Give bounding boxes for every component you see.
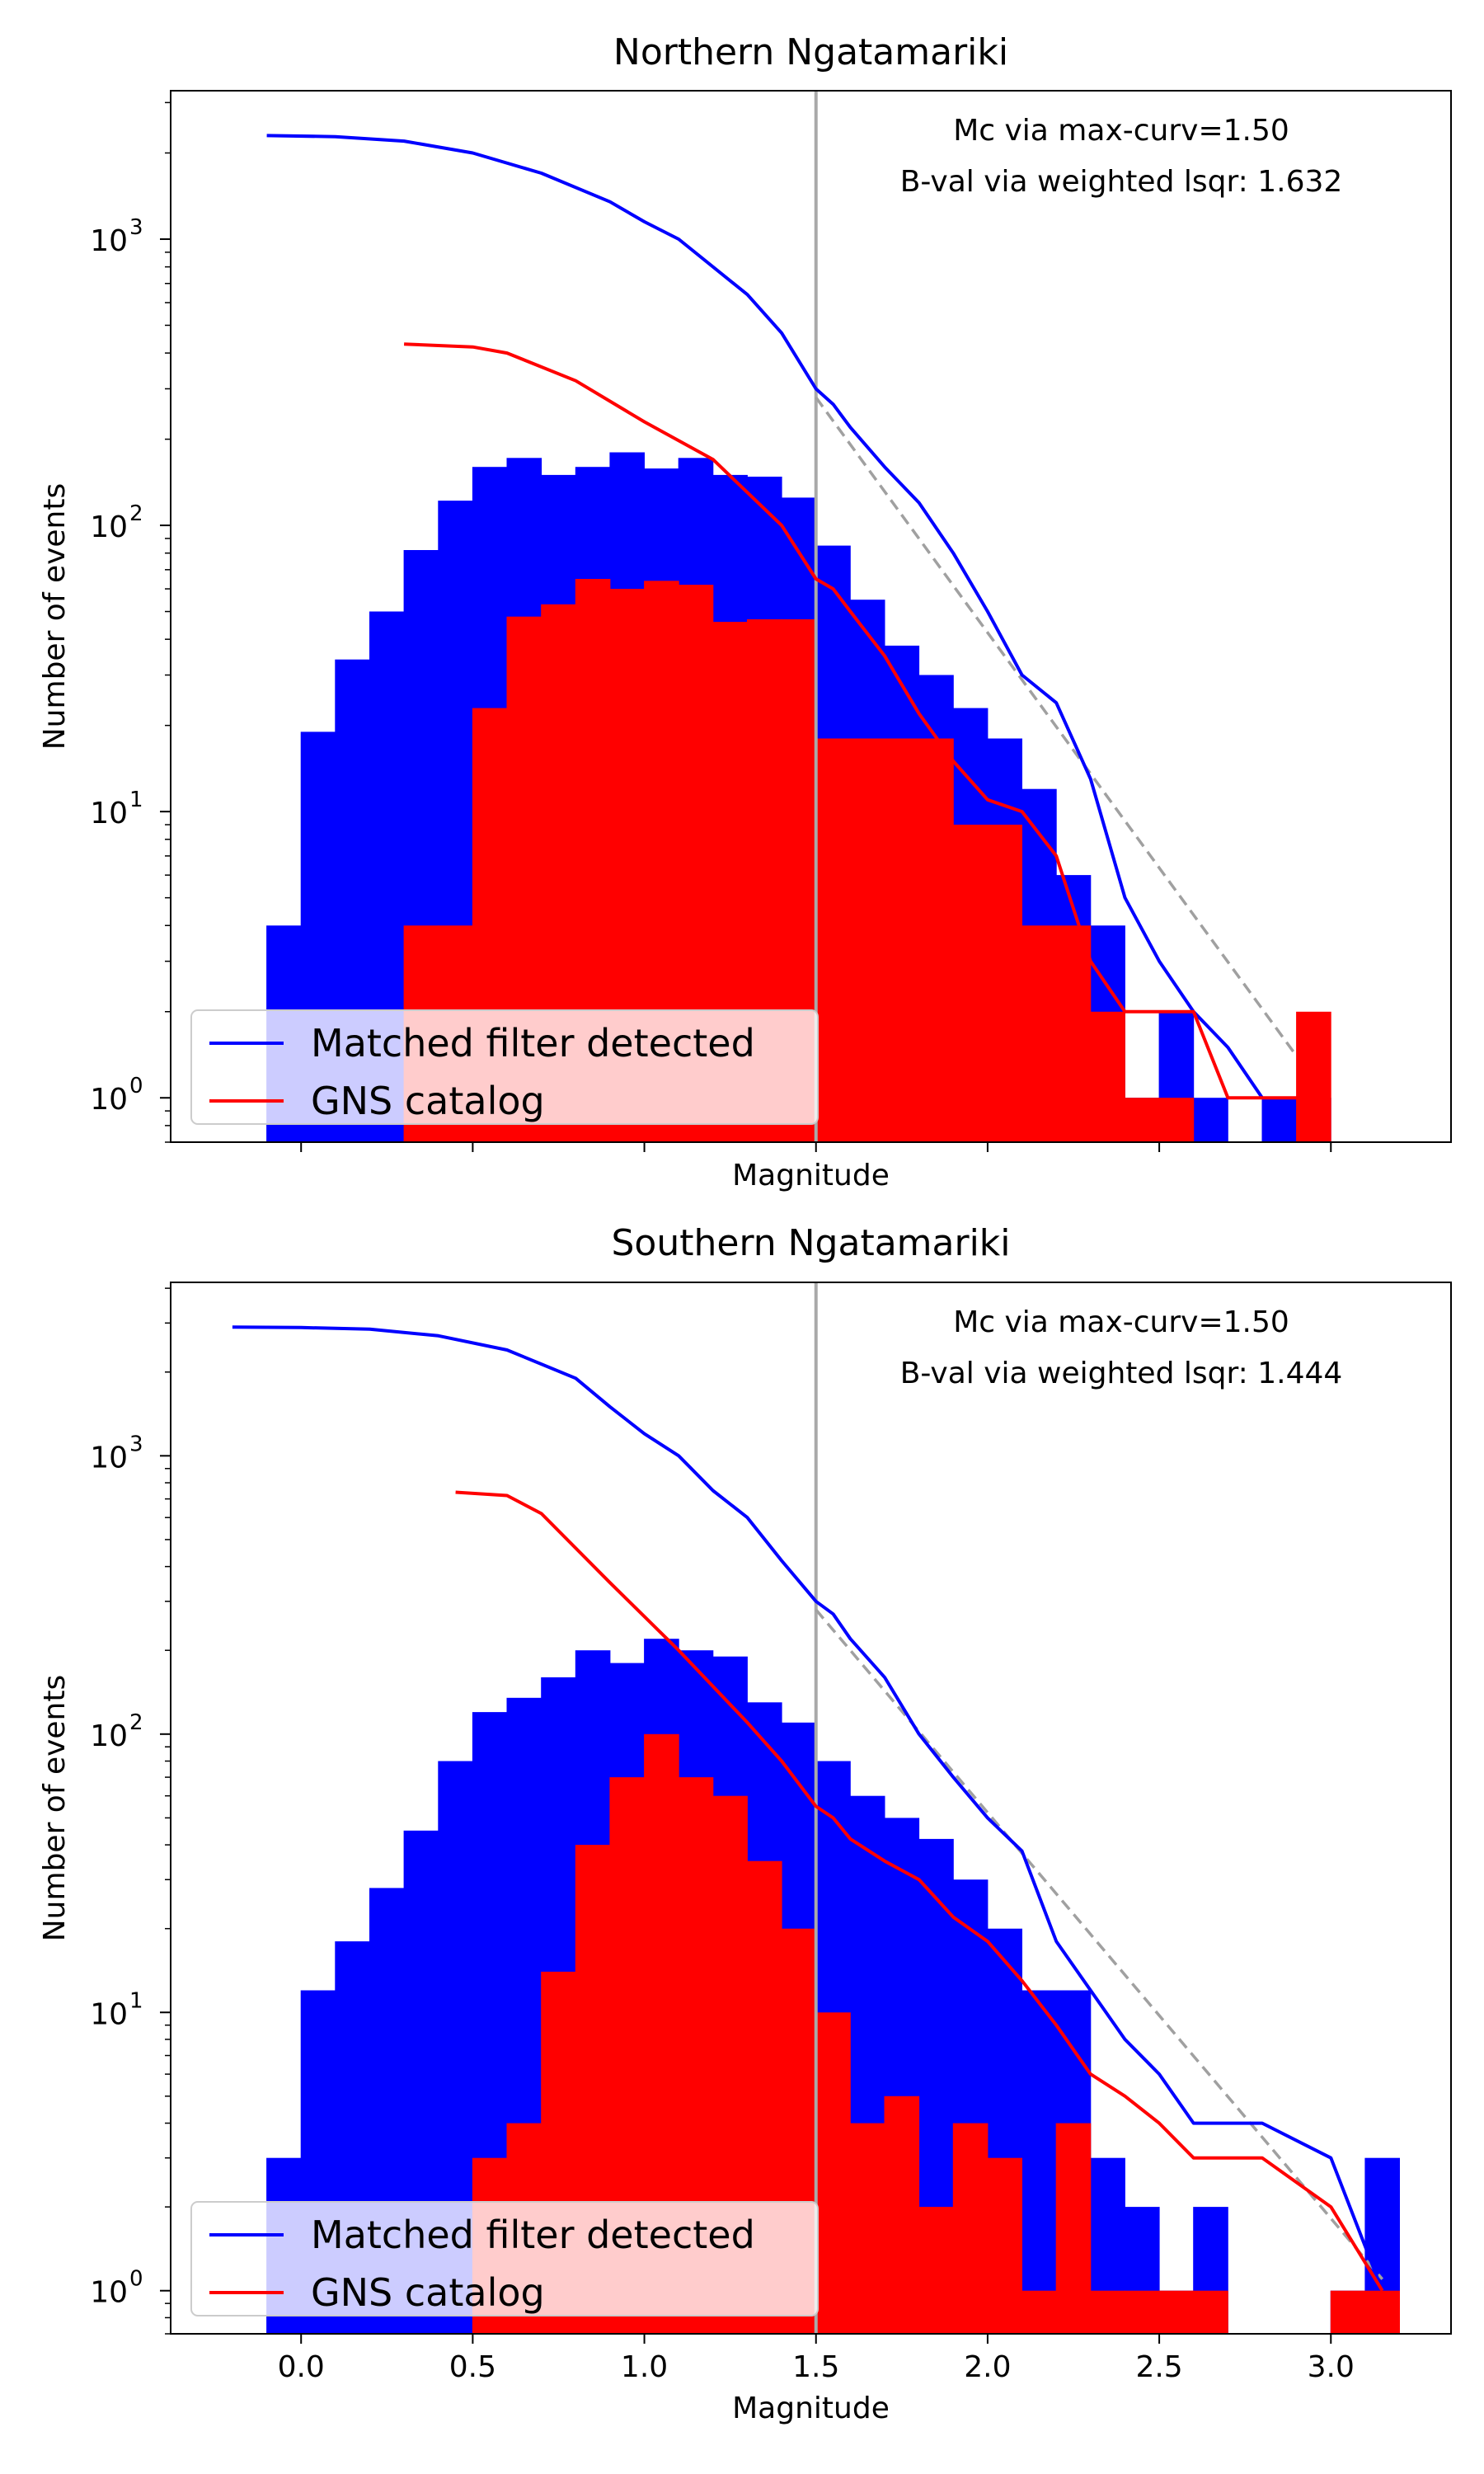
legend-label-1: GNS catalog — [311, 1079, 545, 1123]
y-tick-label-exponent: 3 — [129, 1432, 143, 1456]
cumulative-line-3 — [404, 342, 1297, 1100]
histogram-bar-0-22 — [1021, 1990, 1057, 2334]
histogram-bar-1-21 — [1193, 2290, 1228, 2334]
annotation-text: Mc via max-curv=1.50 — [953, 1305, 1289, 1339]
histogram-bar-1-13 — [918, 2207, 954, 2334]
fit-line — [815, 396, 1298, 1057]
chart-title: Southern Ngatamariki — [612, 1222, 1011, 1264]
x-tick-label: 2.5 — [1135, 2350, 1182, 2384]
cumulative-line-3 — [455, 1490, 1384, 2292]
y-tick-label-exponent: 3 — [129, 215, 143, 240]
histogram-bar-1-13 — [849, 738, 885, 1142]
histogram-bar-1-16 — [952, 825, 989, 1142]
histogram-bar-0-27 — [1193, 1098, 1228, 1142]
histogram-bar-1-12 — [884, 2095, 920, 2334]
annotation-text: B-val via weighted lsqr: 1.632 — [900, 165, 1343, 199]
chart-title: Northern Ngatamariki — [613, 31, 1008, 73]
x-tick-label: 3.0 — [1308, 2350, 1355, 2384]
legend-box — [190, 2201, 819, 2316]
legend: Matched filter detected GNS catalog — [190, 2201, 819, 2316]
legend: Matched filter detected GNS catalog — [190, 1009, 819, 1125]
histogram-bar-1-10 — [815, 2012, 851, 2334]
plot-area — [266, 91, 1331, 1142]
histogram-bar-1-17 — [1055, 2123, 1092, 2334]
annotation-text: Mc via max-curv=1.50 — [953, 114, 1289, 148]
histogram-bar-1-14 — [884, 738, 920, 1142]
x-tick-label: 1.0 — [621, 2350, 668, 2384]
histogram-bar-1-23 — [1296, 1011, 1331, 1142]
histogram-bar-1-11 — [849, 2123, 885, 2334]
plot-frame — [170, 90, 1452, 1143]
legend-box — [190, 1009, 819, 1125]
histogram-bar-1-15 — [987, 2157, 1022, 2334]
x-tick-label: 2.0 — [964, 2350, 1011, 2384]
histogram-bar-1-19 — [1125, 2290, 1160, 2334]
y-tick-label-exponent: 0 — [129, 2267, 143, 2292]
y-axis-label: Number of events — [38, 483, 72, 750]
y-tick-label-base: 10 — [90, 1719, 128, 1753]
y-tick-label-base: 10 — [90, 797, 128, 830]
histogram-bar-1-20 — [1090, 1011, 1125, 1142]
histogram-bar-1-22 — [1158, 1098, 1195, 1142]
y-axis-label: Number of events — [38, 1675, 72, 1942]
plot-frame — [170, 1282, 1452, 2335]
chart-panel-northern: Northern Ngatamariki Mc via max-curv=1.50… — [38, 31, 1452, 1192]
plot-area — [232, 1282, 1400, 2334]
y-tick-label-base: 10 — [90, 1997, 128, 2031]
histogram-bar-1-23 — [1364, 2290, 1400, 2334]
x-tick-label: 0.5 — [449, 2350, 496, 2384]
x-axis-label: Magnitude — [732, 1159, 890, 1192]
histogram-bar-1-18 — [1090, 2290, 1125, 2334]
x-axis-label: Magnitude — [732, 2392, 890, 2425]
histogram-bar-1-20 — [1158, 2290, 1195, 2334]
y-tick-label-exponent: 1 — [129, 1988, 143, 2013]
annotation-text: B-val via weighted lsqr: 1.444 — [900, 1357, 1343, 1390]
legend-label-1: GNS catalog — [311, 2270, 545, 2315]
y-tick-label-exponent: 2 — [129, 501, 143, 526]
y-tick-label-exponent: 0 — [129, 1074, 143, 1098]
cumulative-line-2 — [232, 1325, 1384, 2292]
histogram-bar-1-21 — [1125, 1098, 1160, 1142]
chart-panel-southern: Southern Ngatamariki Mc via max-curv=1.50… — [38, 1222, 1452, 2425]
histogram-bar-1-18 — [1021, 925, 1057, 1142]
x-tick-label: 1.5 — [792, 2350, 839, 2384]
cumulative-line-2 — [266, 134, 1264, 1099]
histogram-bar-1-14 — [952, 2123, 989, 2334]
histogram-bar-1-15 — [918, 738, 954, 1142]
legend-label-0: Matched filter detected — [311, 2213, 755, 2257]
y-tick-label-base: 10 — [90, 510, 128, 544]
y-tick-label-exponent: 2 — [129, 1710, 143, 1735]
legend-label-0: Matched filter detected — [311, 1021, 755, 1065]
y-tick-label-exponent: 1 — [129, 788, 143, 812]
y-tick-label-base: 10 — [90, 2276, 128, 2310]
y-tick-label-base: 10 — [90, 1441, 128, 1475]
histogram-bar-1-22 — [1330, 2290, 1366, 2334]
y-tick-label-base: 10 — [90, 1083, 128, 1117]
histogram-bar-1-19 — [1055, 925, 1092, 1142]
histogram-bar-1-12 — [815, 738, 851, 1142]
histogram-bar-1-17 — [987, 825, 1022, 1142]
histogram-bar-1-16 — [1021, 2290, 1057, 2334]
x-tick-label: 0.0 — [278, 2350, 325, 2384]
y-tick-label-base: 10 — [90, 224, 128, 258]
histogram-bar-0-28 — [1261, 1098, 1298, 1142]
